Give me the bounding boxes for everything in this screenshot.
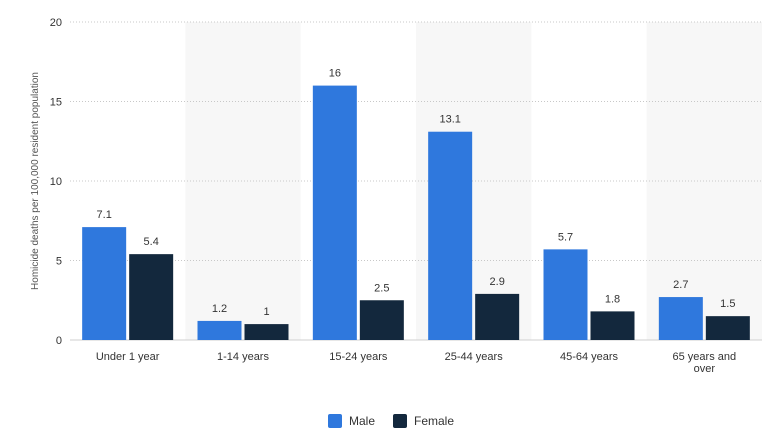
data-label-male: 13.1 (439, 114, 460, 126)
data-label-female: 1.5 (720, 298, 735, 310)
bar-male[interactable] (82, 227, 127, 340)
category-band (646, 22, 762, 340)
x-category-label: 65 years and over (673, 351, 737, 375)
y-tick-label: 20 (50, 17, 62, 29)
data-label-female: 1.8 (605, 293, 620, 305)
bars (82, 85, 750, 340)
grid-lines (70, 21, 762, 341)
x-category-label: 25-44 years (445, 351, 504, 363)
y-tick-label: 15 (50, 97, 62, 109)
bar-female[interactable] (359, 300, 404, 340)
bar-male[interactable] (543, 249, 588, 340)
data-label-male: 7.1 (97, 209, 112, 221)
category-labels: Under 1 year 1-14 years 15-24 years 25-44 y… (96, 351, 736, 375)
bar-male[interactable] (428, 131, 473, 340)
bar-female[interactable] (475, 293, 520, 340)
x-category-label: Under 1 year (96, 351, 160, 363)
data-labels: 7.1 5.4 1.2 1 16 2.5 13.1 2.9 5.7 1.8 2.7 1.5 (97, 68, 736, 319)
data-label-male: 5.7 (558, 231, 573, 243)
bar-female[interactable] (590, 311, 635, 340)
bar-female[interactable] (705, 316, 750, 340)
data-label-male: 1.2 (212, 303, 227, 315)
y-tick-label: 0 (56, 335, 62, 347)
data-label-female: 1 (263, 306, 269, 318)
legend-label-male: Male (348, 414, 375, 428)
bar-female[interactable] (129, 254, 174, 340)
legend-swatch-female (393, 414, 407, 428)
x-category-label: 1-14 years (217, 351, 269, 363)
bar-male[interactable] (312, 85, 357, 340)
legend-item-female[interactable]: Female (393, 414, 454, 428)
data-label-female: 5.4 (144, 236, 159, 248)
x-category-label: 45-64 years (560, 351, 619, 363)
data-label-male: 2.7 (673, 279, 688, 291)
x-category-label: 15-24 years (329, 351, 388, 363)
data-label-male: 16 (329, 68, 341, 80)
data-label-female: 2.9 (490, 276, 505, 288)
legend: Male Female (0, 410, 782, 432)
legend-swatch-male (327, 414, 342, 428)
y-tick-label: 5 (56, 256, 62, 268)
y-tick-label: 10 (50, 176, 62, 188)
category-band (185, 22, 301, 340)
bar-male[interactable] (658, 297, 703, 340)
y-axis-label: Homicide deaths per 100,000 resident pop… (30, 72, 41, 290)
y-axis-ticks: 0 5 10 15 20 (50, 17, 62, 347)
bar-male[interactable] (197, 320, 242, 340)
data-label-female: 2.5 (374, 282, 389, 294)
legend-item-male[interactable]: Male (327, 414, 375, 428)
bar-female[interactable] (244, 324, 289, 340)
legend-label-female: Female (414, 414, 455, 428)
